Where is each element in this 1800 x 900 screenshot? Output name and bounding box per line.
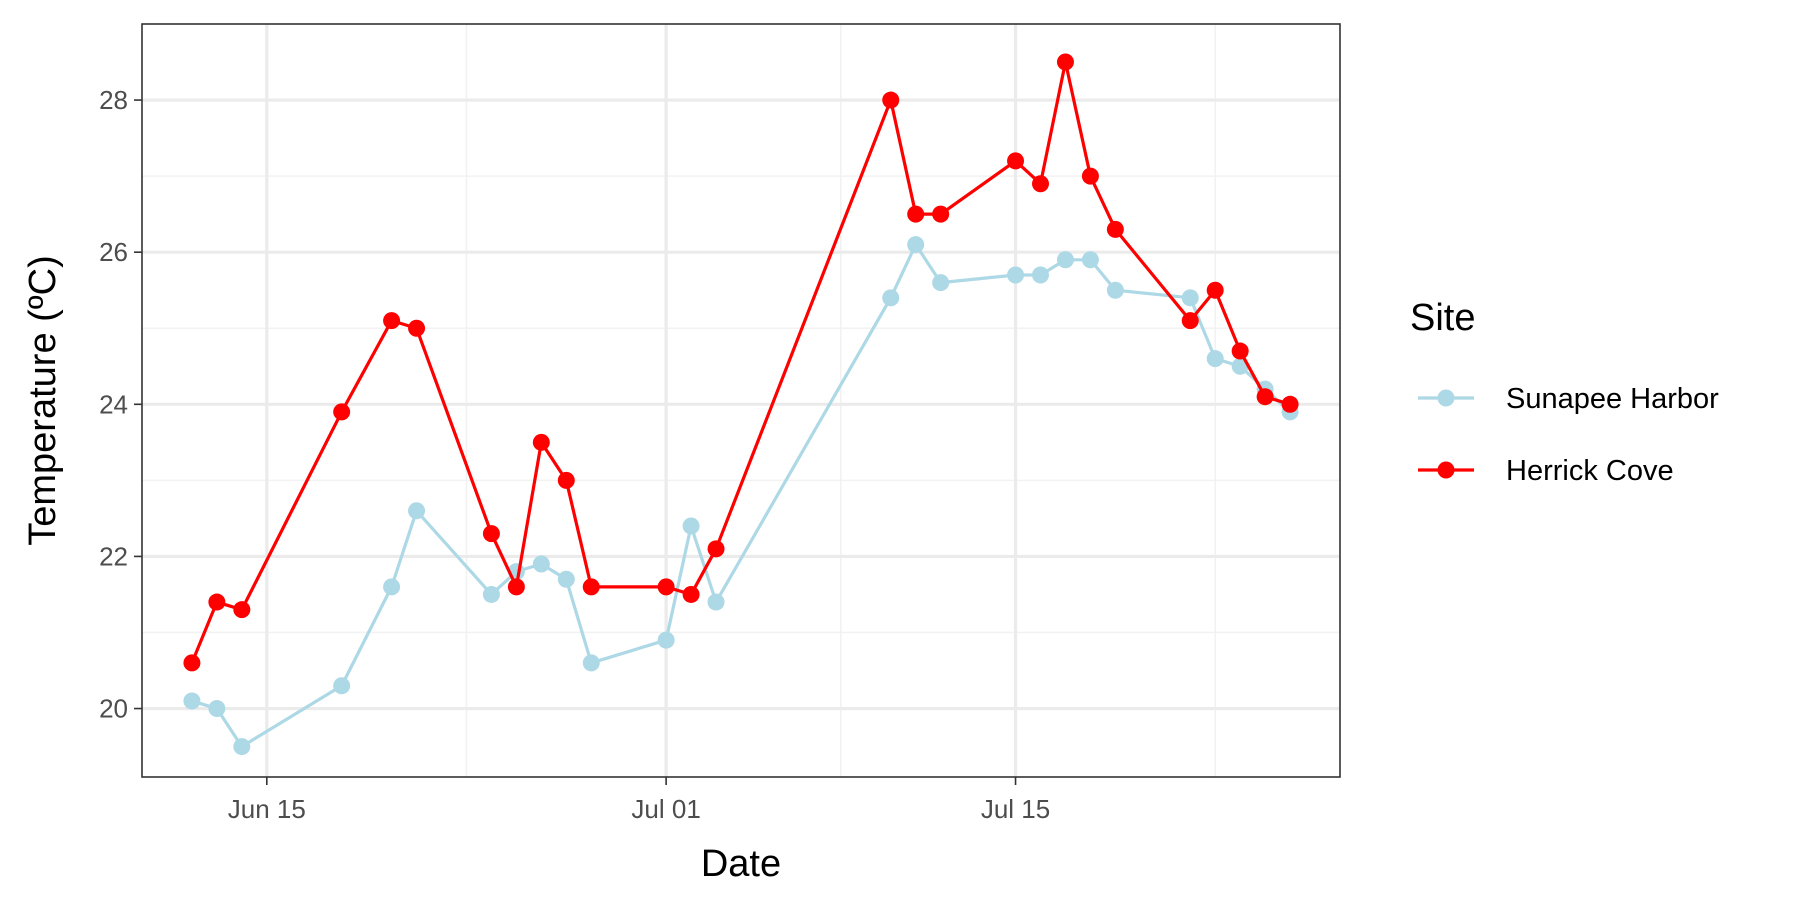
data-point [233,738,251,756]
data-point [383,578,401,596]
y-tick-label: 22 [99,541,128,571]
data-point [657,578,675,596]
x-tick-label: Jul 15 [981,794,1050,824]
data-point [1081,167,1099,185]
legend-title: Site [1410,297,1475,339]
data-point [1106,281,1124,299]
data-point [1056,53,1074,71]
data-point [208,700,226,718]
data-point [532,555,550,573]
series-1 [183,53,1299,672]
data-point [907,205,925,223]
data-point [1281,395,1299,413]
data-point [1056,251,1074,269]
data-point [557,471,575,489]
data-point [932,205,950,223]
legend-key-point [1437,389,1455,407]
y-tick-label: 26 [99,237,128,267]
data-point [1032,175,1049,193]
series-layer [183,53,1299,756]
legend-item-0: Sunapee Harbor [1418,383,1719,415]
legend-label: Sunapee Harbor [1506,383,1719,415]
y-tick-label: 20 [99,694,128,724]
x-axis-title: Date [701,843,781,885]
data-point [183,654,201,672]
data-point [1231,342,1249,360]
data-point [557,570,575,588]
data-point [682,517,700,535]
data-point [333,677,351,695]
data-point [707,593,725,611]
data-point [408,502,426,520]
legend-key-point [1437,461,1455,479]
data-point [233,601,251,619]
legend-item-1: Herrick Cove [1418,455,1674,487]
series-0 [183,236,1299,756]
axes: Jun 15 Jul 01 Jul 15 20 22 24 26 28 [99,85,1050,824]
data-point [1206,281,1224,299]
data-point [1106,220,1124,238]
data-point [507,578,525,596]
x-tick-label: Jul 01 [631,794,700,824]
legend-label: Herrick Cove [1506,455,1674,487]
data-point [482,525,500,543]
data-point [1007,266,1025,284]
data-point [582,654,600,672]
y-tick-label: 24 [99,389,128,419]
data-point [1181,312,1199,330]
y-axis-title: Temperature (ºC) [22,255,64,546]
data-point [208,593,226,611]
data-point [882,91,900,109]
data-point [1081,251,1099,269]
y-tick-label: 28 [99,85,128,115]
data-point [1256,388,1274,406]
data-point [707,540,725,558]
data-point [582,578,600,596]
plot-border [141,23,1341,778]
data-point [532,433,550,451]
data-point [1007,152,1025,170]
legend: Site Sunapee Harbor Herrick Cove [1410,297,1719,487]
data-point [408,319,426,337]
data-point [657,631,675,649]
data-point [383,312,401,330]
data-point [682,585,700,603]
data-point [907,236,925,254]
data-point [1181,289,1199,307]
data-point [1206,350,1224,368]
data-point [882,289,900,307]
data-point [482,585,500,603]
data-point [183,692,201,710]
grid [142,24,1340,777]
data-point [1032,266,1049,284]
data-point [932,274,950,292]
x-tick-label: Jun 15 [228,794,306,824]
data-point [333,403,351,421]
